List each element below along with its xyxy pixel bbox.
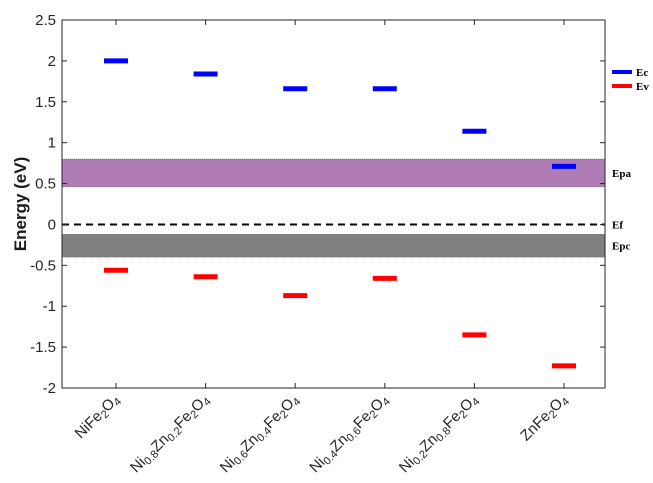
category-label: Ni0.6Zn0.4Fe2O4 — [217, 391, 304, 478]
ytick-label: 1 — [48, 135, 56, 152]
plot-area — [62, 20, 605, 388]
ytick-label: -0.5 — [30, 257, 56, 274]
annotation-epc: Epc — [612, 241, 630, 253]
band-epa — [61, 158, 606, 188]
annotation-ef: Ef — [612, 219, 623, 231]
category-label: Ni0.4Zn0.6Fe2O4 — [306, 391, 393, 478]
ytick-label: 2.5 — [35, 12, 56, 29]
category-label: NiFe2O4 — [71, 391, 124, 444]
axes-frame — [61, 19, 606, 389]
ytick-label: -1 — [43, 298, 56, 315]
ytick-label: -2 — [43, 380, 56, 397]
ytick-label: 0 — [48, 216, 56, 233]
legend-label-ec: Ec — [636, 67, 648, 79]
category-label: Ni0.8Zn0.2Fe2O4 — [127, 391, 214, 478]
ytick-label: 1.5 — [35, 94, 56, 111]
ytick-label: -1.5 — [30, 339, 56, 356]
ytick-label: 0.5 — [35, 176, 56, 193]
annotation-epa: Epa — [612, 168, 631, 180]
category-label: ZnFe2O4 — [517, 391, 572, 446]
band-epc — [61, 233, 606, 258]
ytick-label: 2 — [48, 53, 56, 70]
category-label: Ni0.2Zn0.8Fe2O4 — [396, 391, 483, 478]
y-axis-title: Energy (eV) — [11, 157, 30, 251]
legend-label-ev: Ev — [636, 81, 649, 93]
